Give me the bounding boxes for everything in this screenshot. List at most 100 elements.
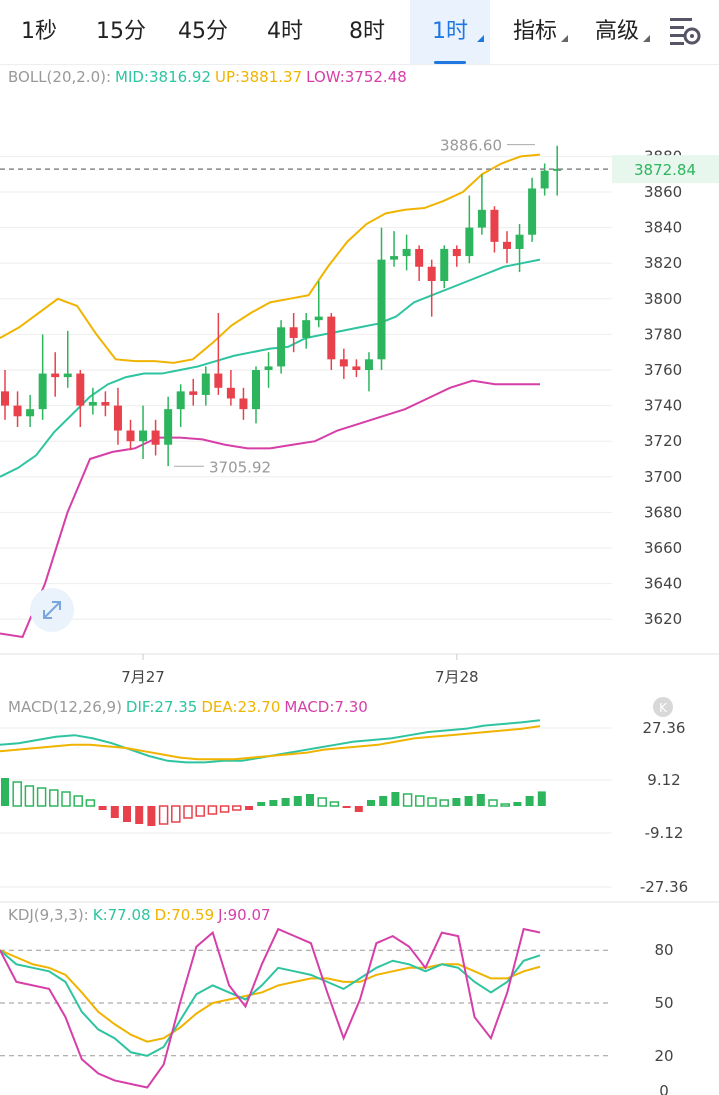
macd-histogram-bar — [73, 795, 83, 807]
candle-body — [101, 402, 110, 406]
kdj-legend: KDJ(9,3,3): K:77.08 D:70.59 J:90.07 — [8, 906, 275, 924]
macd-histogram-bar — [537, 791, 546, 806]
macd-histogram-bar — [12, 781, 22, 807]
candle-body — [201, 373, 210, 395]
macd-legend: MACD(12,26,9) DIF:27.35 DEA:23.70 MACD:7.30 — [8, 698, 372, 716]
current-price-marker: 3872.84 — [634, 161, 696, 179]
tab-15m[interactable]: 15分 — [80, 0, 162, 64]
timeframe-tab-bar: 1秒 15分 45分 4时 8时 1时 指标 高级 — [0, 0, 719, 65]
macd-histogram-bar — [500, 803, 510, 807]
kdj-y-tick-label: 0 — [659, 1082, 669, 1095]
candle-body — [76, 373, 85, 406]
macd-histogram-bar — [24, 785, 35, 807]
kdj-d-value: D:70.59 — [154, 906, 215, 924]
macd-histogram-bar — [306, 794, 314, 806]
candle-body — [339, 359, 348, 367]
macd-histogram-bar — [98, 806, 107, 810]
candle-body — [189, 391, 198, 395]
candle-body — [214, 373, 223, 388]
main-y-tick-label: 3620 — [644, 610, 682, 628]
tab-label: 指标 — [512, 19, 557, 44]
tab-label: 8时 — [349, 19, 385, 44]
main-y-tick-label: 3700 — [644, 468, 682, 486]
main-y-tick-label: 3740 — [644, 397, 682, 415]
tab-label: 45分 — [178, 19, 228, 44]
macd-y-tick-label: 9.12 — [647, 771, 680, 789]
candle-body — [139, 430, 148, 442]
candle-body — [477, 209, 486, 228]
macd-histogram-bar — [1, 778, 9, 806]
macd-histogram-bar — [488, 799, 498, 807]
macd-dif-value: DIF:27.35 — [125, 698, 198, 716]
macd-histogram-bar — [415, 795, 425, 807]
macd-histogram-bar — [158, 805, 169, 825]
tab-indicators[interactable]: 指标 — [496, 0, 574, 64]
macd-histogram-bar — [85, 799, 96, 807]
tab-1h[interactable]: 1时 — [410, 0, 490, 64]
macd-y-tick-label: -27.36 — [640, 878, 688, 896]
chart-canvas[interactable]: 3880386038403820380037803760374037203700… — [0, 64, 719, 1095]
macd-histogram-bar — [513, 802, 522, 806]
candle-body — [1, 391, 9, 406]
main-y-tick-label: 3840 — [644, 219, 682, 237]
macd-dea-value: DEA:23.70 — [201, 698, 281, 716]
main-y-tick-label: 3780 — [644, 325, 682, 343]
macd-histogram-bar — [123, 806, 131, 822]
candle-body — [164, 409, 173, 445]
tab-1s[interactable]: 1秒 — [0, 0, 78, 64]
candle-body — [402, 248, 411, 257]
expand-arrows-icon — [43, 601, 61, 619]
tab-label: 4时 — [267, 19, 303, 44]
candle-body — [540, 170, 549, 189]
kdj-y-tick-label: 20 — [654, 1047, 673, 1065]
boll-upper-line — [0, 153, 541, 364]
macd-histogram-bar — [354, 806, 363, 812]
main-y-tick-label: 3760 — [644, 361, 682, 379]
main-y-tick-label: 3860 — [644, 183, 682, 201]
chart-settings-icon — [670, 18, 701, 45]
tab-advanced[interactable]: 高级 — [578, 0, 656, 64]
expand-chart-button[interactable] — [30, 588, 74, 632]
boll-legend-name: BOLL(20,2.0): — [8, 68, 112, 86]
main-y-tick-label: 3660 — [644, 539, 682, 557]
macd-histogram-bar — [207, 805, 218, 815]
candle-body — [63, 373, 72, 378]
tab-45m[interactable]: 45分 — [162, 0, 244, 64]
tab-label: 15分 — [96, 19, 146, 44]
macd-hist-value: MACD:7.30 — [284, 698, 368, 716]
candle-body — [51, 373, 60, 378]
current-price-marker-bg — [612, 155, 719, 184]
boll-mid-value: MID:3816.92 — [115, 68, 212, 86]
chart-settings-button[interactable] — [664, 14, 704, 50]
macd-legend-name: MACD(12,26,9) — [8, 698, 122, 716]
candle-body — [465, 227, 474, 257]
dropdown-caret-icon — [643, 35, 650, 42]
macd-histogram-bar — [464, 796, 473, 806]
kdj-j-value: J:90.07 — [218, 906, 271, 924]
candle-body — [452, 248, 461, 257]
macd-y-tick-label: 27.36 — [643, 719, 686, 737]
candle-body — [377, 259, 386, 360]
tab-4h[interactable]: 4时 — [244, 0, 326, 64]
macd-histogram-bar — [171, 805, 181, 823]
kdj-legend-name: KDJ(9,3,3): — [8, 906, 89, 924]
candle-body — [390, 256, 399, 260]
candle-body — [13, 405, 22, 417]
macd-histogram-bar — [183, 805, 193, 819]
macd-histogram-bar — [257, 802, 266, 806]
candle-body — [302, 320, 311, 338]
candle-body — [252, 370, 260, 410]
kdj-k-value: K:77.08 — [92, 906, 151, 924]
macd-histogram-bar — [61, 791, 71, 807]
tab-8h[interactable]: 8时 — [326, 0, 408, 64]
high-price-annotation: 3886.60 — [440, 137, 502, 155]
macd-histogram-bar — [439, 799, 449, 807]
candle-body — [151, 430, 160, 445]
collapse-k-icon — [653, 697, 673, 717]
main-y-tick-label: 3640 — [644, 575, 682, 593]
macd-histogram-bar — [281, 798, 290, 806]
candle-body — [364, 359, 373, 370]
candle-body — [239, 398, 248, 410]
candle-body — [264, 366, 273, 370]
macd-histogram-bar — [379, 796, 388, 806]
